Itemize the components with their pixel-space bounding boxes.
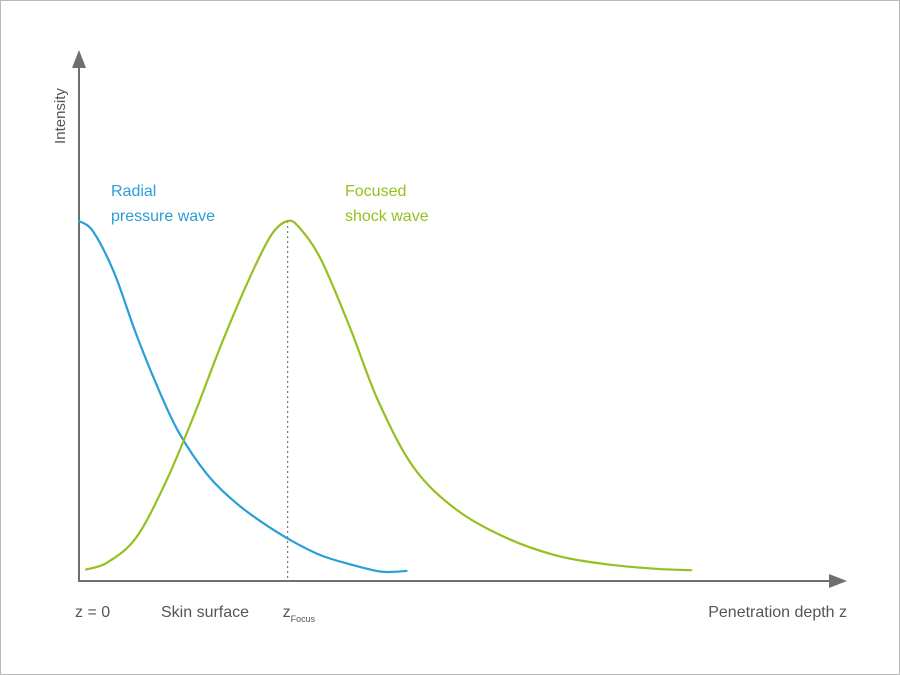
origin-label: z = 0 bbox=[75, 604, 110, 621]
focus-label-subscript: Focus bbox=[291, 614, 316, 624]
y-axis-arrow bbox=[72, 50, 86, 68]
series-layer bbox=[77, 219, 693, 574]
radial-wave-label: Radial pressure wave bbox=[111, 183, 215, 225]
focus-depth-label: zFocus bbox=[283, 604, 316, 624]
radial-wave-label-line1: Radial bbox=[111, 183, 156, 200]
focused-wave-label: Focused shock wave bbox=[345, 183, 429, 225]
x-axis-label: Penetration depth z bbox=[708, 604, 847, 621]
focused-wave-label-line2: shock wave bbox=[345, 208, 429, 225]
focused-wave-label-line1: Focused bbox=[345, 183, 406, 200]
radial-wave-line bbox=[77, 219, 408, 574]
y-axis-label: Intensity bbox=[52, 88, 69, 144]
axes bbox=[72, 50, 847, 588]
focus-label-main: z bbox=[283, 604, 291, 621]
focused-wave-line bbox=[85, 219, 693, 572]
x-axis-arrow bbox=[829, 574, 847, 588]
radial-wave-label-line2: pressure wave bbox=[111, 208, 215, 225]
skin-surface-label: Skin surface bbox=[161, 604, 249, 621]
